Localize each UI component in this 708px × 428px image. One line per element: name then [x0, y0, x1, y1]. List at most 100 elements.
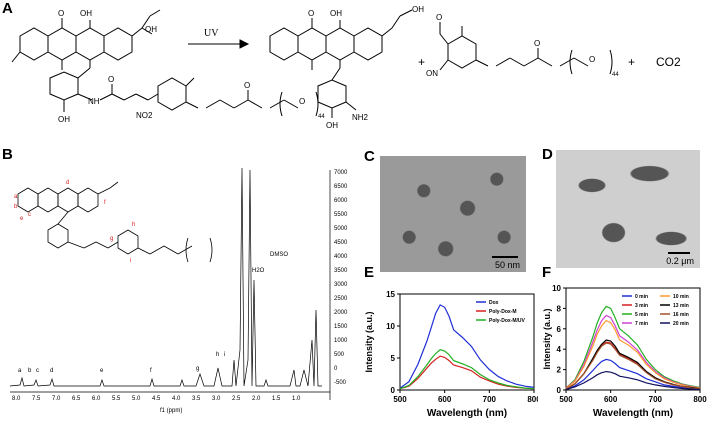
nmr-x-tick-7: 4.5	[152, 396, 161, 402]
nmr-y-tick-2: 6000	[334, 198, 348, 204]
scale-bar-c	[492, 256, 518, 258]
structure-letter-b: b	[14, 204, 18, 210]
structure-letter-d: d	[66, 180, 69, 186]
scheme-atom-nh2: NH2	[352, 113, 369, 122]
chart-e-y-tick-label-0: 0	[391, 386, 396, 395]
chart-e-y-tick-label-1: 5	[391, 354, 396, 363]
scheme-co2: CO2	[656, 55, 681, 69]
structure-letter-h: h	[132, 222, 135, 228]
nmr-x-tick-1: 7.5	[32, 396, 41, 402]
nmr-peak-letter-g: g	[196, 366, 199, 372]
nmr-peak-letter-d: d	[50, 368, 53, 374]
chart-e: 500 600 700 800 0 5 10 15 Wavelength (nm) Intensi…	[364, 290, 538, 419]
nmr-x-tick-11: 2.5	[232, 396, 241, 402]
chart-f-legend-label-3: 7 min	[635, 321, 648, 327]
nmr-solvent-dmso: DMSO	[270, 252, 288, 258]
nmr-peak-letter-i: i	[224, 352, 225, 358]
nmr-solvent-h2o: H2O	[252, 268, 265, 274]
chart-f-plot-frame	[565, 287, 701, 391]
nmr-peak-letter-c: c	[36, 368, 39, 374]
nmr-y-tick-13: 500	[334, 352, 345, 358]
scheme-plus-1: +	[418, 55, 425, 69]
chart-f-legend-label-4: 10 min	[673, 294, 689, 300]
chart-e-y-axis-label: Intensity (a.u.)	[364, 311, 374, 372]
scheme-atom-o-3: O	[244, 81, 250, 90]
panel-label-a: A	[2, 0, 13, 17]
chart-f-y-tick-label-5: 10	[552, 284, 561, 293]
nmr-y-tick-6: 4000	[334, 254, 348, 260]
nmr-x-tick-8: 4.0	[172, 396, 181, 402]
chart-f-legend-label-2: 5 min	[635, 312, 648, 318]
chart-f-legend-label-6: 16 min	[673, 312, 689, 318]
chart-e-x-tick-label-0: 500	[393, 395, 407, 404]
nmr-y-tick-9: 2500	[334, 296, 348, 302]
nmr-x-tick-10: 3.0	[212, 396, 221, 402]
nmr-peak-letter-h: h	[216, 352, 219, 358]
nmr-y-tick-15: -500	[334, 380, 347, 386]
nmr-x-tick-12: 2.0	[252, 396, 261, 402]
scheme-atom-o-2: O	[108, 75, 114, 84]
nmr-x-tick-9: 3.5	[192, 396, 201, 402]
chart-e-y-tick-label-2: 10	[386, 322, 395, 331]
chart-e-series-line-1	[399, 355, 535, 390]
scheme-atom-oh-3: OH	[58, 115, 70, 124]
chart-f-series-line-6	[565, 342, 701, 390]
scheme-atom-o-6: O	[436, 13, 442, 22]
chart-f-y-tick-label-0: 0	[557, 386, 562, 395]
scheme-atom-on: ON	[426, 69, 438, 78]
chart-f-series-line-2	[565, 305, 701, 389]
nmr-x-tick-13: 1.5	[272, 396, 281, 402]
structure-letter-g: g	[110, 236, 113, 242]
scheme-peg-subscript-2: 44	[612, 72, 619, 78]
chart-f-y-tick-label-3: 6	[557, 325, 562, 334]
chart-e-legend-label-2: Poly-Dox-M/UV	[489, 318, 526, 324]
chart-e-y-tick-label-3: 15	[386, 290, 395, 299]
structure-letter-c: c	[28, 212, 31, 218]
scale-bar-d	[668, 252, 690, 254]
nmr-y-tick-7: 3500	[334, 268, 348, 274]
nmr-x-tick-2: 7.0	[52, 396, 61, 402]
scheme-atom-oh-4: OH	[330, 9, 342, 18]
nmr-x-tick-14: 1.0	[292, 396, 301, 402]
tem-image-d: 0.2 μm	[556, 150, 700, 268]
nmr-y-tick-11: 1500	[334, 324, 348, 330]
nmr-y-tick-10: 2000	[334, 310, 348, 316]
nmr-y-tick-1: 6500	[334, 184, 348, 190]
chart-f: 500 600 700 800 0 2 4 6 8 10 Wavelength (nm) Intens…	[542, 284, 707, 419]
chart-e-x-tick-label-1: 600	[438, 395, 452, 404]
scheme-atom-oh-5: OH	[412, 5, 424, 14]
scheme-plus-2: +	[628, 55, 635, 69]
chart-e-x-tick-label-2: 700	[483, 395, 497, 404]
nmr-x-tick-4: 6.0	[92, 396, 101, 402]
nmr-y-tick-0: 7000	[334, 170, 348, 176]
nmr-trace	[9, 167, 322, 387]
structure-letter-i: i	[130, 258, 131, 264]
nmr-y-tick-3: 5500	[334, 212, 348, 218]
nmr-peak-letter-a: a	[18, 368, 22, 374]
nmr-x-tick-5: 5.5	[112, 396, 121, 402]
scheme-atom-o-5: O	[308, 9, 314, 18]
nmr-peak-letter-e: e	[100, 368, 104, 374]
chart-f-x-tick-label-1: 600	[604, 395, 618, 404]
panel-label-d: D	[542, 146, 553, 163]
nmr-x-label: f1 (ppm)	[160, 408, 182, 414]
chart-f-y-axis-label: Intensity (a.u.)	[542, 308, 552, 369]
nmr-y-tick-8: 3000	[334, 282, 348, 288]
scale-label-d: 0.2 μm	[666, 256, 694, 266]
chart-f-y-tick-label-1: 2	[557, 366, 562, 375]
nmr-y-tick-5: 4500	[334, 240, 348, 246]
nmr-peak-letter-b: b	[28, 368, 32, 374]
chart-f-series-line-4	[565, 319, 701, 389]
reaction-scheme: OH OH O NH NO2 OH O O O 44 UV OH OH O NH…	[11, 5, 681, 130]
scheme-atom-oh-2: OH	[145, 25, 157, 34]
scheme-atom-oh-1: OH	[80, 9, 92, 18]
structure-letter-e: e	[20, 216, 24, 222]
chart-f-legend-label-0: 0 min	[635, 294, 648, 300]
chart-e-series-line-2	[399, 349, 535, 390]
nmr-y-tick-14: 0	[334, 366, 338, 372]
chart-f-x-tick-label-2: 700	[649, 395, 663, 404]
chart-e-plot-frame	[399, 293, 535, 391]
chart-f-series-line-7	[565, 370, 701, 391]
scheme-arrow-label: UV	[204, 28, 219, 39]
nmr-x-tick-3: 6.5	[72, 396, 81, 402]
